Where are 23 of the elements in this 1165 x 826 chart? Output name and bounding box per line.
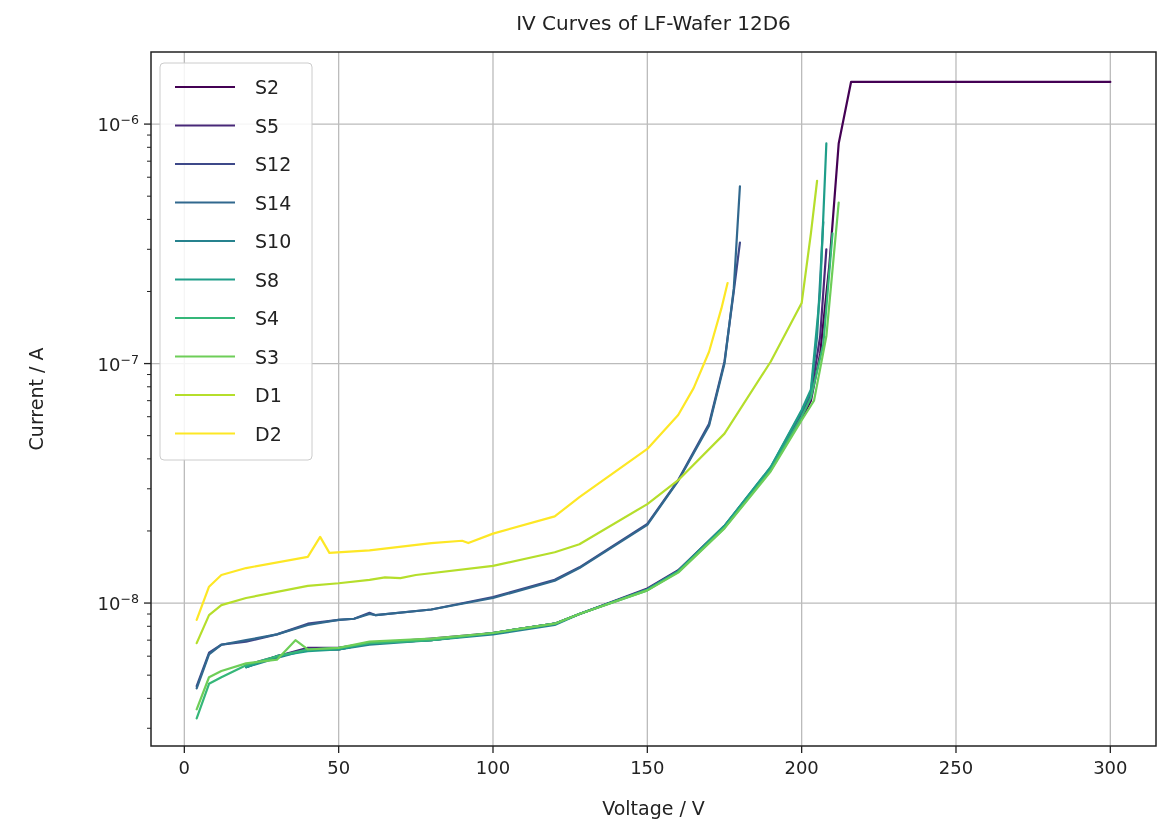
x-tick-label: 100: [475, 757, 511, 778]
legend-label: S2: [255, 76, 280, 98]
legend-label: S3: [255, 345, 280, 368]
x-tick-label: 0: [178, 757, 191, 778]
legend-label: S8: [255, 268, 280, 291]
legend-label: S12: [255, 153, 292, 175]
y-tick-label: 10$^{−6}$: [97, 111, 139, 136]
legend-label: D1: [255, 384, 282, 406]
x-tick-label: 150: [630, 757, 665, 778]
legend-label: D2: [255, 422, 282, 445]
legend-label: S10: [255, 230, 292, 252]
x-tick-label: 250: [938, 757, 974, 778]
x-axis-title: Voltage / V: [602, 797, 705, 819]
x-tick-label: 200: [784, 757, 819, 778]
legend-label: S14: [255, 191, 292, 214]
chart-title: IV Curves of LF-Wafer 12D6: [516, 11, 791, 35]
legend-label: S4: [255, 307, 280, 329]
y-tick-label: 10$^{−8}$: [97, 590, 139, 615]
x-tick-label: 50: [327, 757, 351, 778]
y-tick-label: 10$^{−7}$: [97, 351, 139, 375]
y-axis-title: Current / A: [25, 347, 47, 451]
legend-label: S5: [255, 114, 280, 137]
x-tick-label: 300: [1093, 757, 1128, 778]
